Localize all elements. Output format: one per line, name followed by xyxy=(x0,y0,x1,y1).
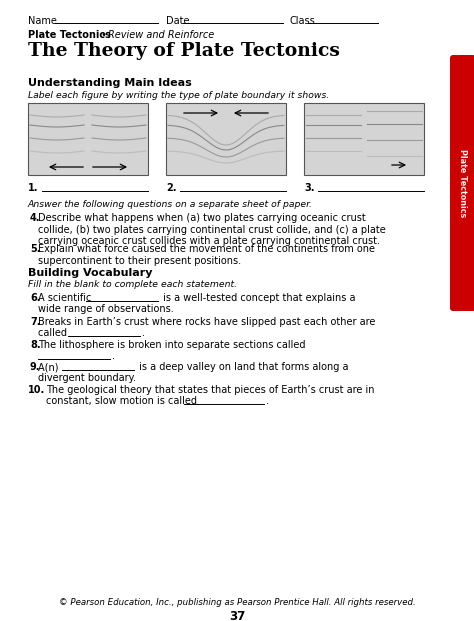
Text: divergent boundary.: divergent boundary. xyxy=(38,373,136,383)
Text: 5.: 5. xyxy=(30,244,40,254)
Text: The geological theory that states that pieces of Earth’s crust are in: The geological theory that states that p… xyxy=(46,385,374,395)
Text: Describe what happens when (a) two plates carrying oceanic crust
collide, (b) tw: Describe what happens when (a) two plate… xyxy=(38,213,386,246)
Text: constant, slow motion is called: constant, slow motion is called xyxy=(46,396,200,406)
Bar xyxy=(304,103,424,175)
Text: .: . xyxy=(266,396,269,406)
Text: Breaks in Earth’s crust where rocks have slipped past each other are: Breaks in Earth’s crust where rocks have… xyxy=(38,317,375,327)
Text: wide range of observations.: wide range of observations. xyxy=(38,304,174,314)
Text: is a well-tested concept that explains a: is a well-tested concept that explains a xyxy=(160,293,356,303)
Text: Building Vocabulary: Building Vocabulary xyxy=(28,268,153,278)
Text: 4.: 4. xyxy=(30,213,40,223)
Text: Review and Reinforce: Review and Reinforce xyxy=(108,30,214,40)
Text: 1.: 1. xyxy=(28,183,38,193)
Text: A scientific: A scientific xyxy=(38,293,94,303)
Text: 8.: 8. xyxy=(30,340,41,350)
Text: 2.: 2. xyxy=(166,183,176,193)
Text: Plate Tectonics: Plate Tectonics xyxy=(458,149,467,217)
Text: called: called xyxy=(38,328,70,338)
Text: 10.: 10. xyxy=(28,385,45,395)
Text: 7.: 7. xyxy=(30,317,40,327)
Text: Name: Name xyxy=(28,16,57,26)
FancyBboxPatch shape xyxy=(450,55,474,311)
Text: 9.: 9. xyxy=(30,362,40,372)
Text: The Theory of Plate Tectonics: The Theory of Plate Tectonics xyxy=(28,42,340,60)
Text: Understanding Main Ideas: Understanding Main Ideas xyxy=(28,78,192,88)
Text: © Pearson Education, Inc., publishing as Pearson Prentice Hall. All rights reser: © Pearson Education, Inc., publishing as… xyxy=(59,598,415,607)
Bar xyxy=(28,103,148,175)
Bar xyxy=(166,103,286,175)
Text: The lithosphere is broken into separate sections called: The lithosphere is broken into separate … xyxy=(38,340,306,350)
Text: .: . xyxy=(142,328,145,338)
Text: Explain what force caused the movement of the continents from one
supercontinent: Explain what force caused the movement o… xyxy=(38,244,375,266)
Text: is a deep valley on land that forms along a: is a deep valley on land that forms alon… xyxy=(136,362,348,372)
Text: 6.: 6. xyxy=(30,293,40,303)
Text: 37: 37 xyxy=(229,610,245,621)
Text: 3.: 3. xyxy=(304,183,315,193)
Text: A(n): A(n) xyxy=(38,362,62,372)
Text: •: • xyxy=(98,30,110,40)
Text: Answer the following questions on a separate sheet of paper.: Answer the following questions on a sepa… xyxy=(28,200,313,209)
Text: Date: Date xyxy=(166,16,190,26)
Text: Fill in the blank to complete each statement.: Fill in the blank to complete each state… xyxy=(28,280,237,289)
Text: Class: Class xyxy=(290,16,316,26)
Text: Plate Tectonics: Plate Tectonics xyxy=(28,30,111,40)
Text: .: . xyxy=(112,351,115,361)
Text: Label each figure by writing the type of plate boundary it shows.: Label each figure by writing the type of… xyxy=(28,91,329,100)
